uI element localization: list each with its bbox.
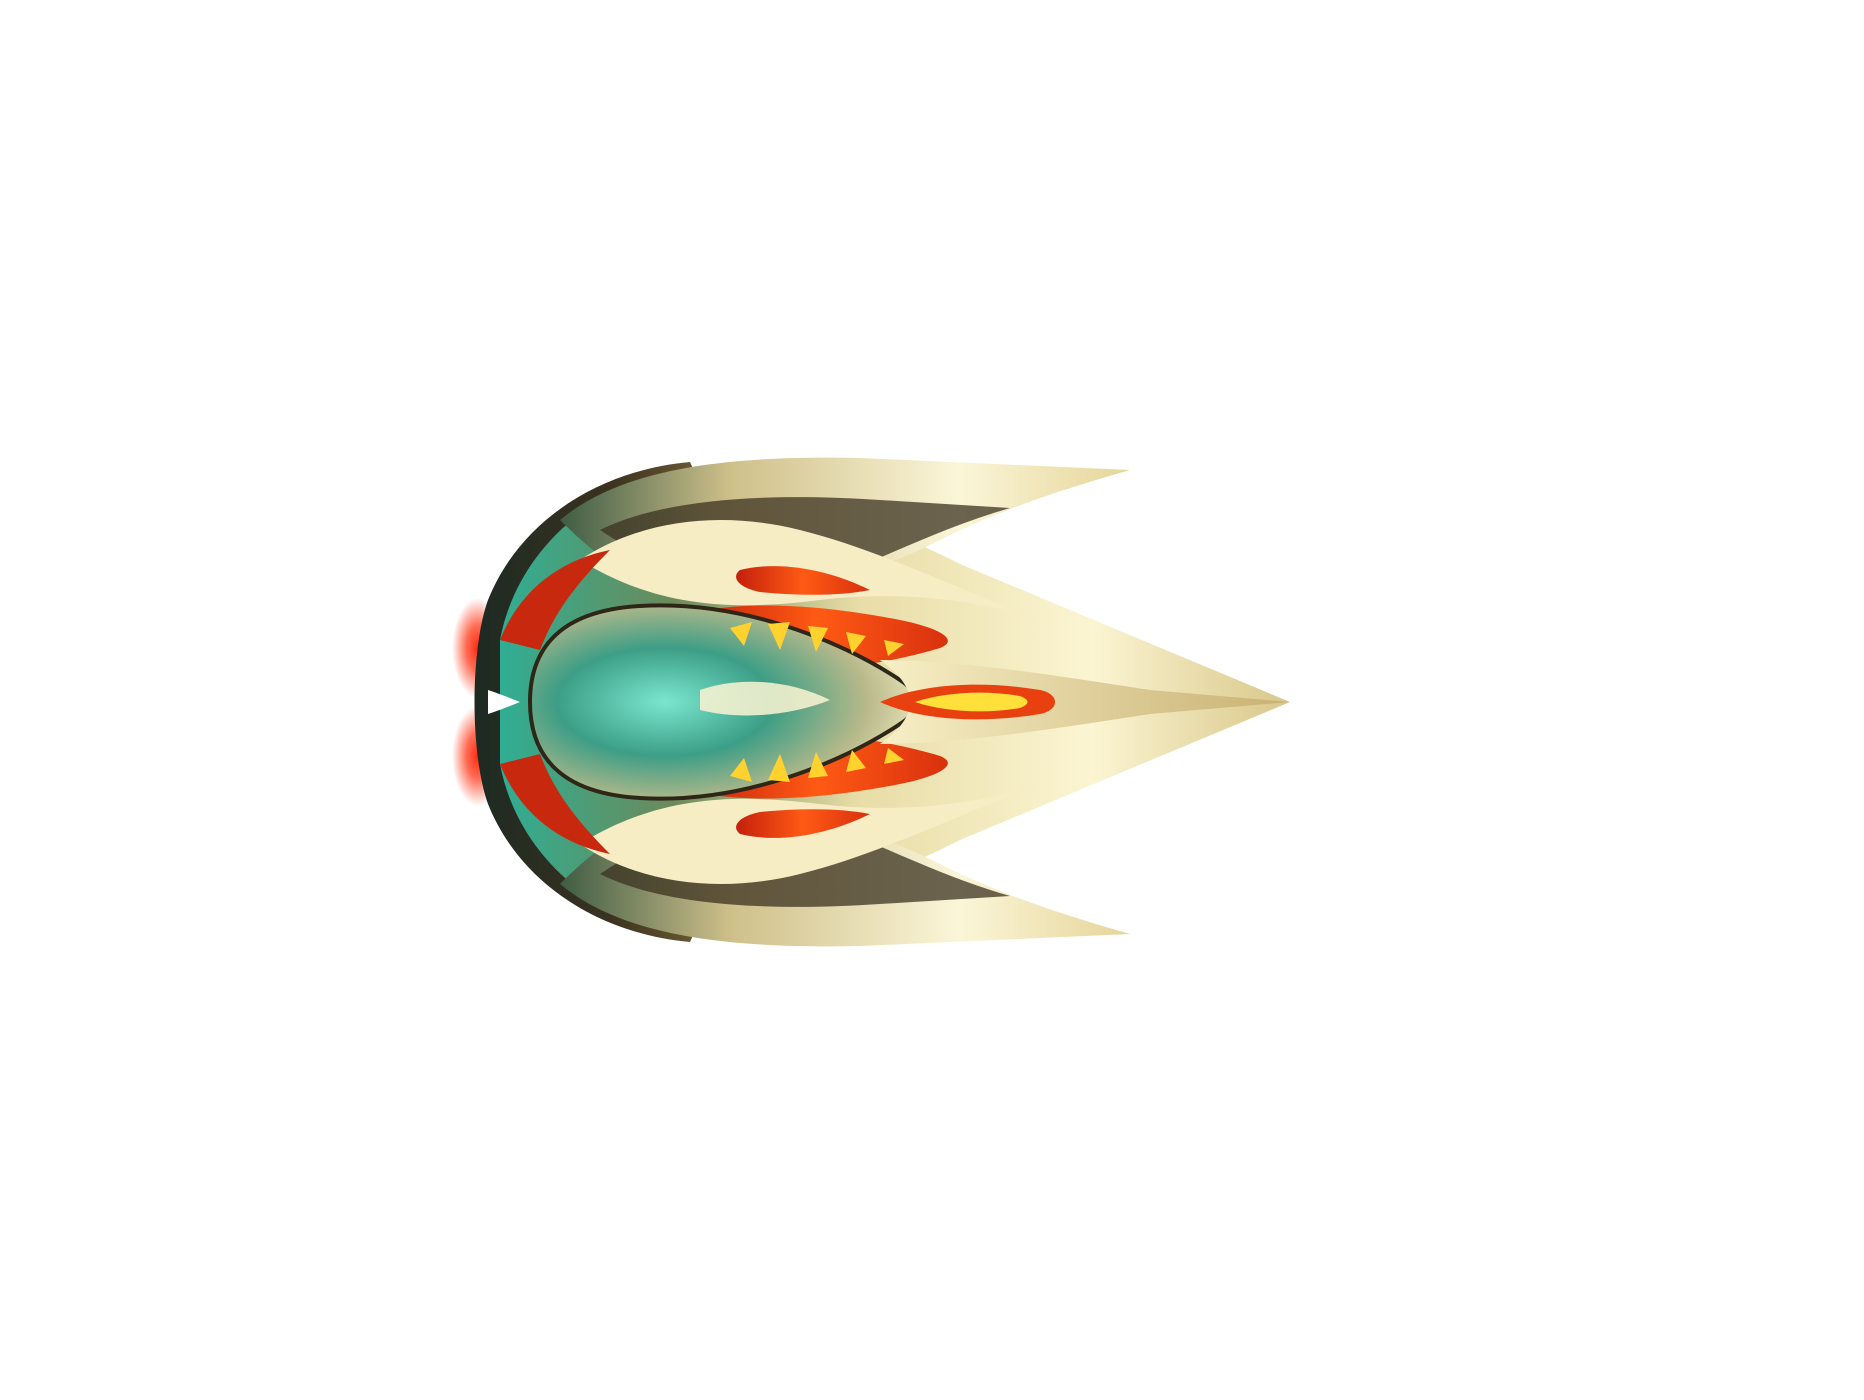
central-vent-core <box>915 692 1028 712</box>
lower-vent-lights <box>730 748 904 782</box>
rear-notch <box>488 690 520 714</box>
lower-side-streak <box>500 754 610 854</box>
upper-vent-lights <box>730 622 904 656</box>
upper-small-vent <box>736 566 870 595</box>
lower-small-vent <box>736 809 870 838</box>
nose-spear <box>880 660 1290 744</box>
upper-side-streak <box>500 550 610 650</box>
canopy-highlight <box>700 681 830 716</box>
